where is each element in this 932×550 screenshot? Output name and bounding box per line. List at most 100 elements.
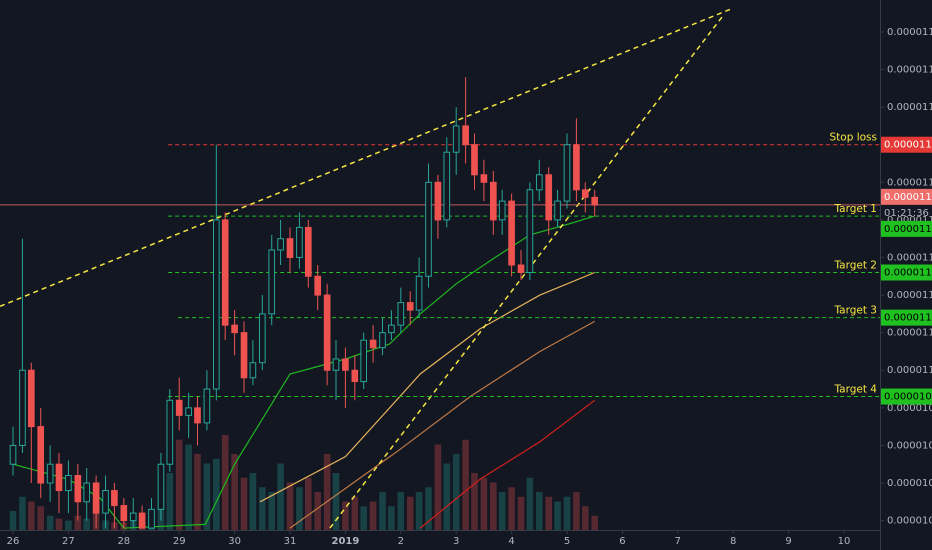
candle-body [166,399,174,465]
volume-bar [406,496,414,530]
y-tick-label: 0.00001130 [887,252,932,263]
volume-bar [296,487,303,530]
candle-body [563,144,571,202]
level-tag [881,309,932,326]
candle-body [185,407,192,416]
candle-body [231,324,238,334]
level-tag-label: 0.00001114 [884,313,932,324]
last-price-label: 0.00001144 [884,192,932,203]
volume-bar [573,492,580,530]
x-tick-label: 2019 [331,536,359,547]
level-name: Target 2 [833,260,877,272]
candle-body [9,444,17,465]
volume-bar [471,473,478,530]
candle-body [508,200,515,266]
x-tick-label: 7 [675,536,681,547]
moving-average [259,271,595,503]
candle-body [249,362,257,379]
volume-bar [388,506,395,530]
x-tick-label: 26 [7,536,20,547]
volume-bar [304,477,312,530]
volume-bar [379,492,386,530]
volume-bar [508,487,515,530]
volume-bar [74,515,82,530]
candle-body [323,294,331,371]
volume-bar [249,473,257,530]
x-tick-label: 10 [838,536,851,547]
candle-body [19,369,26,446]
candle-body [434,181,442,221]
candle-body [388,324,395,334]
volume-bar [314,492,322,530]
candle-body [369,339,377,349]
candle-body [452,125,460,153]
volume-bar [259,487,266,530]
y-tick-label: 0.00001120 [887,290,932,301]
volume-bar [240,477,248,530]
candle-body [304,226,312,277]
candle-body [129,512,137,522]
candle-body [258,313,266,364]
volume-bar [591,515,598,530]
candle-body [55,463,63,492]
volume-bar [462,439,469,530]
x-tick-label: 27 [62,536,75,547]
candle-body [175,399,183,416]
x-tick-label: 31 [284,536,297,547]
volume-bar [332,473,340,530]
candle-body [443,151,451,221]
candle-body [332,358,340,371]
level-tag [881,388,932,405]
volume-bar [37,506,45,530]
volume-bar [563,496,571,530]
volume-bar [342,501,349,530]
volume-bar [185,444,192,530]
volume-bar [425,487,432,530]
candle-body [581,189,589,198]
candle-body [296,226,303,258]
volume-bar [369,501,377,530]
candle-body [37,426,45,484]
volume-bar [397,492,405,530]
y-tick-label: 0.00001150 [887,177,932,188]
volume-bar [268,492,276,530]
x-tick-label: 5 [564,536,570,547]
candle-body [221,219,229,326]
volume-bar [517,496,525,530]
x-tick-label: 30 [228,536,241,547]
candle-body [46,463,54,484]
volume-bar [65,520,72,530]
candle-body [268,249,276,315]
level-tag-label: 0.00001141 [884,224,932,235]
candle-body [138,512,146,529]
y-tick-label: 0.00001140 [887,215,932,226]
moving-average [419,399,596,529]
volume-bar [277,463,284,530]
volume-bar [28,501,35,530]
candle-body [415,275,423,311]
volume-bar [19,496,26,530]
candle-body [406,302,414,311]
candle-body [471,144,478,176]
candle-body [102,490,109,514]
volume-bar [526,477,534,530]
volume-bar [286,482,294,530]
candle-body [277,238,284,251]
x-tick-label: 29 [173,536,186,547]
y-tick-label: 0.00001080 [887,440,932,451]
y-tick-label: 0.00001060 [887,516,932,527]
candle-body [425,181,432,277]
volume-bar [554,501,561,530]
y-tick-label: 0.00001170 [887,102,932,113]
volume-bar [213,458,220,530]
candle-body [591,196,599,206]
volume-bar [536,492,543,530]
volume-bar [581,506,589,530]
countdown-label: 01:21:36 [884,208,929,219]
candle-body [360,339,368,383]
volume-bar [545,496,553,530]
candle-body [194,407,201,424]
y-tick-label: 0.00001070 [887,478,932,489]
axis-layer: 0.00001060 0.00001070 0.00001080 0.00001090… [7,27,932,547]
